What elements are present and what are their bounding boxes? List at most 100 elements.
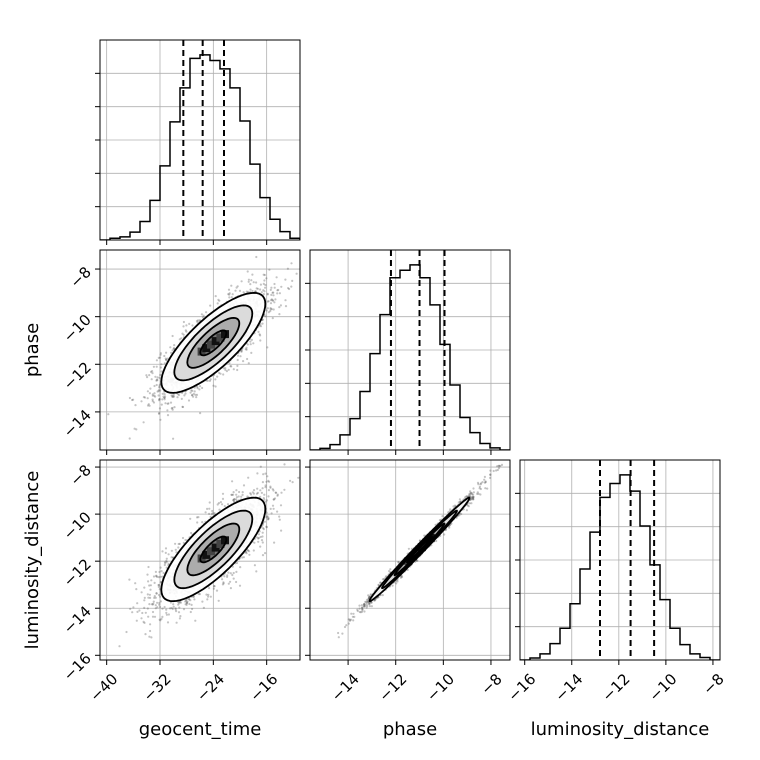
scatter-point [184, 600, 187, 603]
scatter-point [206, 507, 209, 510]
scatter-point [174, 542, 177, 545]
scatter-point [156, 376, 159, 379]
scatter-point [182, 320, 185, 324]
scatter-point [157, 583, 160, 587]
scatter-point [171, 607, 174, 611]
scatter-point [209, 304, 212, 307]
scatter-point [211, 509, 214, 513]
scatter-point [174, 607, 177, 610]
scatter-point [155, 378, 159, 381]
density-bin [202, 344, 211, 353]
scatter-point [184, 329, 187, 332]
scatter-point [257, 540, 260, 543]
scatter-point [155, 379, 158, 382]
scatter-point [232, 491, 235, 494]
scatter-point [267, 517, 270, 521]
scatter-point [181, 405, 185, 409]
density-core [197, 330, 229, 356]
scatter-point [246, 270, 249, 273]
scatter-point [264, 484, 267, 487]
scatter-point [262, 527, 265, 530]
scatter-point [269, 307, 272, 310]
scatter-point [178, 606, 181, 609]
scatter-point [157, 389, 160, 392]
contour-level-2 [173, 304, 254, 382]
scatter-point [261, 541, 264, 544]
scatter-point [259, 489, 262, 492]
scatter-point [158, 399, 161, 402]
scatter-point [142, 620, 145, 624]
scatter-point [146, 376, 149, 379]
scatter-point [264, 283, 267, 287]
scatter-point [189, 391, 192, 394]
scatter-point [166, 357, 169, 360]
scatter-point [155, 365, 158, 368]
scatter-point [240, 280, 243, 283]
scatter-point [208, 379, 211, 382]
scatter-point [238, 490, 241, 494]
scatter-point [306, 237, 308, 239]
scatter-point [273, 286, 276, 289]
scatter-point [158, 398, 161, 401]
scatter-point [259, 545, 262, 548]
scatter-point [151, 370, 154, 373]
scatter-point [135, 588, 138, 591]
scatter-point [241, 493, 244, 496]
scatter-point [247, 278, 250, 281]
scatter-point [172, 395, 175, 398]
scatter-point [247, 476, 250, 479]
scatter-point [198, 388, 201, 391]
scatter-point [134, 404, 137, 407]
scatter-point [161, 575, 164, 578]
scatter-point [163, 561, 167, 564]
scatter-point [259, 334, 262, 337]
scatter-point [242, 556, 245, 559]
scatter-point [183, 394, 186, 397]
scatter-point [163, 362, 166, 365]
scatter-point [246, 343, 249, 346]
scatter-point [267, 300, 270, 303]
scatter-point [152, 600, 155, 603]
scatter-point [148, 404, 151, 407]
scatter-point [152, 602, 155, 605]
scatter-point [176, 396, 179, 399]
scatter-point [159, 389, 162, 392]
scatter-point [172, 603, 175, 606]
scatter-point [232, 571, 235, 575]
scatter-point [266, 307, 269, 310]
scatter-point [191, 389, 194, 392]
scatter-point [217, 599, 220, 602]
scatter-point [267, 489, 270, 492]
scatter-point [202, 606, 205, 609]
scatter-point [249, 343, 252, 346]
scatter-point [152, 401, 156, 404]
scatter-point [278, 313, 281, 316]
scatter-point [268, 480, 271, 483]
scatter-point [251, 491, 254, 494]
scatter-point [194, 393, 197, 396]
scatter-point [255, 492, 258, 495]
scatter-point [149, 387, 152, 390]
scatter-point [165, 358, 168, 362]
scatter-point [193, 390, 196, 393]
scatter-point [269, 486, 272, 489]
scatter-point [267, 495, 270, 498]
scatter-point [178, 617, 181, 620]
scatter-point [190, 531, 193, 535]
scatter-point [275, 491, 278, 494]
scatter-point [273, 301, 276, 304]
scatter-point [185, 600, 188, 603]
scatter-point [275, 276, 278, 279]
scatter-point [242, 291, 245, 294]
scatter-point [159, 619, 162, 622]
scatter-point [247, 549, 250, 552]
scatter-point [147, 403, 150, 406]
scatter-point [251, 273, 254, 276]
scatter-point [239, 566, 242, 569]
scatter-point [132, 398, 135, 401]
scatter-point [266, 346, 269, 349]
scatter-point [231, 565, 234, 568]
scatter-point [256, 287, 259, 290]
scatter-point [159, 366, 162, 369]
scatter-point [235, 570, 238, 574]
